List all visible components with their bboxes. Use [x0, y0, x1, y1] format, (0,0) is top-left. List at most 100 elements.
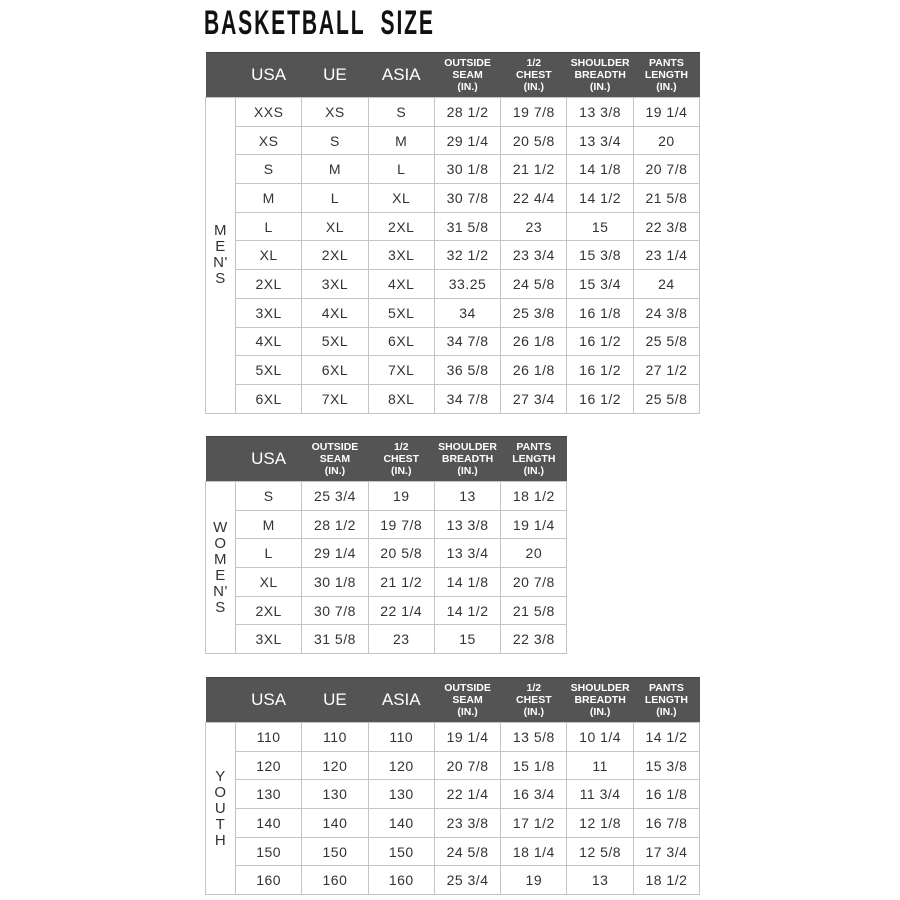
table-row: 2XL 30 7/8 22 1/4 14 1/2 21 5/8	[206, 595, 568, 626]
section-label-letter: M	[214, 222, 227, 240]
table-cell: 120	[234, 750, 303, 781]
table-row: W O M E N' S S 25 3/4 19 13 18 1/2	[205, 480, 568, 655]
table-cell: 30 1/8	[433, 154, 502, 185]
table-cell: 3XL	[301, 269, 369, 299]
table-cell: 18 1/4	[500, 836, 568, 867]
table-cell: S	[301, 125, 369, 156]
table-cell: 11	[566, 750, 634, 781]
table-cell: 14 1/2	[632, 722, 701, 752]
table-cell: 20	[632, 125, 701, 156]
table-cell: 25 5/8	[632, 326, 701, 357]
table-cell: 120	[367, 750, 435, 781]
column-header: UE	[301, 677, 369, 723]
table-cell: 29 1/4	[301, 538, 369, 569]
section-label-letter: M	[214, 550, 227, 568]
table-cell: 22 1/4	[367, 595, 435, 626]
table-cell: 20 7/8	[500, 567, 568, 597]
column-header: OUTSIDE SEAM (IN.)	[434, 52, 501, 98]
table-cell: XL	[234, 567, 303, 597]
table-row: S M L 30 1/8 21 1/2 14 1/8 20 7/8	[206, 154, 701, 185]
table-cell: 110	[301, 722, 369, 752]
table-cell: 19 7/8	[367, 509, 435, 540]
table-cell: 6XL	[234, 383, 303, 414]
section-label-letter: S	[215, 598, 226, 616]
table-row: 150 150 150 24 5/8 18 1/4 12 5/8 17 3/4	[206, 836, 701, 867]
table-row: 5XL 6XL 7XL 36 5/8 26 1/8 16 1/2 27 1/2	[206, 355, 701, 385]
table-cell: 23 1/4	[632, 240, 701, 271]
table-cell: 140	[367, 808, 435, 838]
column-header: USA	[235, 52, 302, 98]
table-cell: 20 7/8	[632, 154, 701, 185]
table-cell: 4XL	[301, 297, 369, 328]
table-row: XL 2XL 3XL 32 1/2 23 3/4 15 3/8 23 1/4	[206, 240, 701, 271]
table-row: Y O U T H 110 110 110 19 1/4 13 5/8 10 1/4 14 1/2	[205, 721, 701, 896]
table-cell: 13 3/8	[433, 509, 502, 540]
section-label-letter: O	[214, 534, 227, 552]
table-cell: 160	[234, 865, 303, 896]
table-cell: 25 3/4	[301, 481, 369, 511]
table-cell: 28 1/2	[433, 97, 502, 127]
column-header: USA	[235, 436, 302, 482]
table-cell: 17 1/2	[500, 808, 568, 838]
table-cell: 15 1/8	[500, 750, 568, 781]
table-row: M L XL 30 7/8 22 4/4 14 1/2 21 5/8	[206, 183, 701, 213]
table-cell: 22 3/8	[632, 211, 701, 242]
table-cell: 30 1/8	[301, 567, 369, 597]
table-row: L XL 2XL 31 5/8 23 15 22 3/8	[206, 211, 701, 242]
table-cell: 19	[500, 865, 568, 896]
table-cell: 32 1/2	[433, 240, 502, 271]
table-cell: L	[234, 211, 303, 242]
table-cell: 19 7/8	[500, 97, 568, 127]
table-cell: 150	[234, 836, 303, 867]
table-cell: 21 1/2	[367, 567, 435, 597]
table-cell: 6XL	[301, 355, 369, 385]
table-cell: 3XL	[234, 624, 303, 655]
table-cell: 14 1/8	[566, 154, 634, 185]
table-cell: M	[234, 509, 303, 540]
womens-section-label: W O M E N' S	[205, 480, 236, 655]
table-cell: 24	[632, 269, 701, 299]
table-cell: 2XL	[367, 211, 435, 242]
table-cell: 130	[367, 779, 435, 810]
table-cell: M	[367, 125, 435, 156]
header-corner	[205, 52, 236, 98]
mens-section-label: M E N' S	[205, 97, 236, 414]
section-label-letter: H	[214, 831, 227, 849]
table-cell: 16 1/2	[566, 355, 634, 385]
page-title: BASKETBALL SIZE	[204, 4, 435, 42]
table-cell: 29 1/4	[433, 125, 502, 156]
table-cell: 15 3/8	[566, 240, 634, 271]
womens-size-table: USA OUTSIDE SEAM (IN.) 1/2 CHEST (IN.) SHOU…	[205, 436, 568, 655]
table-cell: 5XL	[234, 355, 303, 385]
column-header: ASIA	[368, 52, 435, 98]
table-cell: 16 1/8	[632, 779, 701, 810]
table-row: XS S M 29 1/4 20 5/8 13 3/4 20	[206, 125, 701, 156]
table-cell: 25 3/4	[433, 865, 502, 896]
table-cell: 16 1/2	[566, 383, 634, 414]
table-cell: 2XL	[301, 240, 369, 271]
column-header: SHOULDER BREADTH (IN.)	[434, 436, 501, 482]
column-header: UE	[301, 52, 369, 98]
table-cell: XXS	[234, 97, 303, 127]
table-cell: 27 3/4	[500, 383, 568, 414]
table-cell: 13 5/8	[500, 722, 568, 752]
table-cell: 22 4/4	[500, 183, 568, 213]
table-row: XL 30 1/8 21 1/2 14 1/8 20 7/8	[206, 567, 568, 597]
table-cell: 14 1/8	[433, 567, 502, 597]
table-cell: 8XL	[367, 383, 435, 414]
table-cell: 140	[234, 808, 303, 838]
table-cell: 12 1/8	[566, 808, 634, 838]
table-cell: S	[234, 481, 303, 511]
table-cell: 30 7/8	[301, 595, 369, 626]
table-cell: L	[367, 154, 435, 185]
table-cell: 13 3/8	[566, 97, 634, 127]
section-label-letter: N'	[213, 254, 228, 272]
section-label-letter: T	[215, 815, 226, 833]
table-cell: 25 5/8	[632, 383, 701, 414]
table-cell: 10 1/4	[566, 722, 634, 752]
table-cell: 150	[301, 836, 369, 867]
table-cell: 27 1/2	[632, 355, 701, 385]
table-cell: 22 3/8	[500, 624, 568, 655]
table-cell: 20 7/8	[433, 750, 502, 781]
table-cell: 18 1/2	[632, 865, 701, 896]
